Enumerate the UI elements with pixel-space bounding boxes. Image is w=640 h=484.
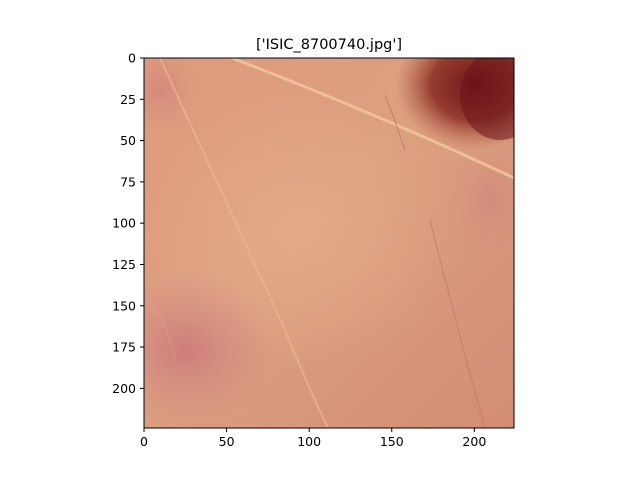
y-tick-label: 100 <box>112 216 136 231</box>
figure-title: ['ISIC_8700740.jpg'] <box>256 37 402 53</box>
x-tick-label: 150 <box>380 434 404 449</box>
axes-frame <box>143 57 515 429</box>
y-tick-label: 0 <box>128 51 136 66</box>
x-tick-label: 100 <box>297 434 321 449</box>
y-tick-label: 25 <box>120 92 136 107</box>
x-axis: 0 50 100 150 200 <box>140 428 486 449</box>
skin-image <box>144 58 514 428</box>
y-tick-label: 50 <box>120 133 136 148</box>
x-tick-label: 50 <box>219 434 235 449</box>
y-tick-label: 175 <box>112 340 136 355</box>
x-tick-label: 0 <box>140 434 148 449</box>
y-tick-label: 150 <box>112 298 136 313</box>
y-tick-label: 125 <box>112 257 136 272</box>
y-tick-label: 200 <box>112 381 136 396</box>
y-tick-label: 75 <box>120 174 136 189</box>
y-axis: 0 25 50 75 100 125 150 175 200 <box>112 51 144 396</box>
x-tick-label: 200 <box>462 434 486 449</box>
